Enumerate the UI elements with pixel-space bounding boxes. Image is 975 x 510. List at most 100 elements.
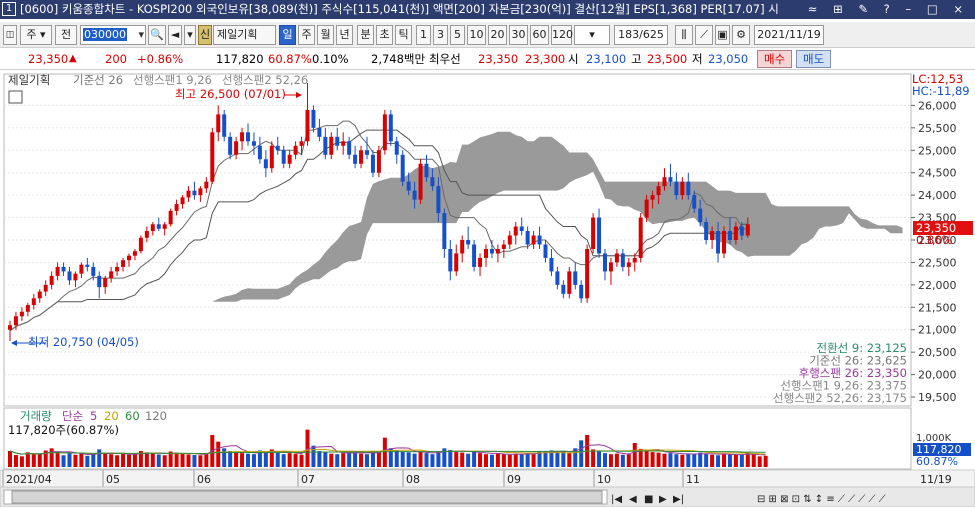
volume-bar (216, 441, 221, 467)
save-icon[interactable]: ▣ (715, 25, 730, 45)
interval-1[interactable]: 1 (416, 25, 431, 45)
period-minute-tab[interactable]: 분 (357, 25, 374, 45)
candle-body (561, 284, 566, 294)
interval-20[interactable]: 20 (488, 25, 507, 45)
ichimoku-cloud (164, 131, 903, 331)
interval-30[interactable]: 30 (509, 25, 528, 45)
candle-type-icon[interactable]: ⫼ (675, 25, 693, 45)
candle-body (186, 190, 191, 198)
volume-bar (686, 453, 691, 467)
candle-body (168, 210, 173, 225)
volume-bar (299, 454, 304, 467)
period-second-tab[interactable]: 초 (376, 25, 393, 45)
interval-10[interactable]: 10 (467, 25, 486, 45)
volume-bar (382, 437, 387, 467)
volume-bar (716, 455, 721, 467)
candle-body (269, 145, 274, 169)
y-tick-label: 20,500 (918, 346, 957, 359)
date-field[interactable]: 2021/11/19 ▾ (754, 25, 824, 59)
volume-bar (109, 454, 114, 467)
month-label: 10 (597, 473, 611, 486)
interval-5[interactable]: 5 (450, 25, 465, 45)
candle-body (543, 244, 548, 258)
chart-area[interactable]: 26,000 25,500 25,000 24,500 24,000 23,500 23,0… (0, 71, 975, 508)
candle-body (591, 217, 596, 249)
interval-60[interactable]: 60 (530, 25, 549, 45)
volume-bar (234, 452, 239, 467)
volume-bar (662, 453, 667, 467)
candle-body (513, 226, 518, 236)
volume-bar (674, 454, 679, 467)
volume-pct-label: 60.87% (916, 455, 958, 468)
volume-bar (144, 452, 149, 467)
volume-bar (347, 451, 352, 467)
volume-bar (263, 451, 268, 467)
volume-bar (19, 456, 24, 467)
volume-bar (91, 454, 96, 467)
candle-body (478, 257, 483, 267)
volume-bar (608, 454, 613, 467)
dropdown-icon[interactable]: ▾ (184, 25, 196, 45)
candle-body (8, 325, 12, 330)
count-field[interactable]: 183/625 (614, 25, 668, 45)
volume-bars (8, 429, 768, 467)
buy-button[interactable]: 매수 (757, 50, 793, 68)
legend-item: 기준선 26: 23,625 (809, 354, 907, 368)
candle-body (692, 195, 697, 209)
stock-name-field[interactable]: 제일기획 (213, 25, 276, 45)
window-number-icon[interactable]: 1 (2, 2, 16, 16)
volume-bar (376, 451, 381, 467)
volume-bar (632, 443, 637, 467)
legend-item: 선행스팬1 9,26: 23,375 (780, 379, 907, 393)
volume-bar (680, 454, 685, 467)
table-icon[interactable] (8, 90, 23, 104)
period-week-tab[interactable]: 주 (298, 25, 315, 45)
interval-3[interactable]: 3 (433, 25, 448, 45)
volume-bar (495, 453, 500, 467)
volume-bar (269, 449, 274, 467)
search-icon[interactable]: 🔍 (148, 25, 166, 45)
scroll-last-button[interactable]: ▶| (673, 494, 684, 505)
candle-body (156, 224, 161, 229)
candle-body (722, 231, 726, 254)
scroll-stop-button[interactable]: ■ (644, 494, 653, 505)
zoom-tools-icon[interactable]: ⊟ ⊞ ⊠ ⊡ ⇅ ↕ ≡ ⟋ ⟋ ⟋ ⟋ ⟋ (757, 494, 886, 505)
market-select[interactable]: 주 ▾ (20, 25, 52, 45)
period-month-tab[interactable]: 월 (317, 25, 334, 45)
candle-body (555, 271, 560, 285)
volume-bar (388, 448, 393, 467)
drawing-tool-icon[interactable]: ⟋ (695, 25, 713, 45)
candle-body (103, 278, 108, 288)
toolbar: ◫ 주 ▾ 전 030000 ▾ 🔍 ◄ ▾ 신 제일기획 일 주 월 년 분 초… (0, 22, 975, 59)
speaker-icon[interactable]: ◄ (168, 25, 182, 45)
volume-bar (365, 454, 369, 467)
kijun-header: 기준선 26 (73, 73, 123, 87)
period-day-tab[interactable]: 일 (279, 25, 296, 45)
period-year-tab[interactable]: 년 (336, 25, 353, 45)
volume-bar (8, 451, 12, 467)
candle-body (73, 273, 78, 281)
scroll-prev-button[interactable]: ◀ (629, 494, 637, 505)
prefix-button[interactable]: 전 (55, 25, 77, 45)
scroll-first-button[interactable]: |◀ (611, 494, 622, 505)
candle-body (656, 186, 661, 196)
candle-body (442, 213, 447, 249)
interval-input[interactable]: ▾ (574, 25, 610, 45)
candle-body (67, 271, 72, 281)
interval-120[interactable]: 120 (551, 25, 573, 45)
sell-button[interactable]: 매도 (796, 50, 832, 68)
candle-body (436, 186, 441, 214)
scroll-next-button[interactable]: ▶ (659, 494, 667, 505)
candle-body (406, 181, 411, 191)
gear-icon[interactable]: ⚙ (732, 25, 750, 45)
window-controls[interactable]: ≈ ⊞ ✎ ? – □ × (807, 2, 969, 16)
stock-code-input[interactable]: 030000 ▾ (80, 25, 146, 45)
volume-bar (25, 452, 30, 467)
candle-body (698, 208, 703, 223)
period-tick-tab[interactable]: 틱 (395, 25, 412, 45)
volume-bar (614, 453, 619, 467)
volume-bar (549, 450, 554, 467)
lock-icon[interactable]: ◫ (3, 25, 17, 45)
scroll-thumb[interactable] (11, 490, 603, 504)
